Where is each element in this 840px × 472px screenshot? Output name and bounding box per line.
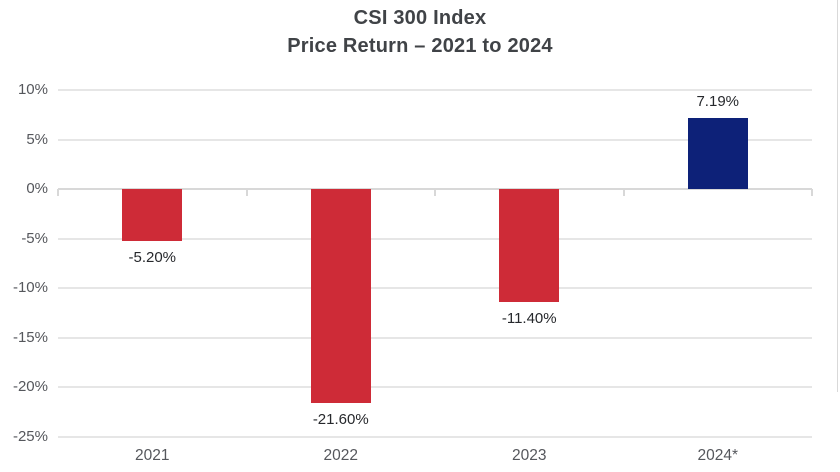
y-axis-tick-label: -25% bbox=[12, 428, 48, 445]
bar-2024* bbox=[687, 117, 748, 190]
gridline bbox=[58, 386, 812, 389]
zero-axis-tick bbox=[245, 189, 248, 197]
right-border bbox=[837, 0, 838, 392]
y-axis-tick-label: -15% bbox=[12, 328, 48, 346]
gridline bbox=[58, 237, 812, 240]
gridline bbox=[58, 336, 812, 339]
bar-2022 bbox=[310, 189, 371, 404]
zero-axis-tick bbox=[811, 189, 813, 197]
y-axis-tick-label: -10% bbox=[12, 279, 48, 297]
gridline bbox=[58, 138, 812, 141]
y-axis-tick-label: 0% bbox=[26, 180, 48, 198]
y-axis-tick-label: 10% bbox=[17, 81, 48, 98]
bar-value-label: -21.60% bbox=[312, 411, 369, 429]
gridline bbox=[58, 287, 812, 290]
chart-title-line2: Price Return – 2021 to 2024 bbox=[287, 35, 553, 57]
zero-axis-tick bbox=[434, 189, 436, 197]
bar-value-label: -5.20% bbox=[128, 248, 177, 266]
x-axis-tick-label: 2022 bbox=[323, 447, 358, 464]
bar-2021 bbox=[122, 189, 183, 241]
bar-value-label: 7.19% bbox=[696, 92, 740, 110]
x-axis-tick-label: 2024* bbox=[697, 447, 738, 464]
y-axis-tick-label: -5% bbox=[21, 229, 48, 247]
chart-title-line1: CSI 300 Index bbox=[353, 7, 487, 29]
bar-2023 bbox=[499, 189, 560, 303]
gridline bbox=[58, 436, 812, 438]
y-axis-tick-label: 5% bbox=[26, 130, 48, 148]
bar-value-label: -11.40% bbox=[501, 310, 557, 328]
zero-axis-tick bbox=[57, 189, 59, 197]
x-axis-tick-label: 2023 bbox=[512, 447, 547, 464]
chart-title: CSI 300 Index Price Return – 2021 to 202… bbox=[0, 4, 840, 60]
gridline bbox=[58, 89, 812, 91]
x-axis-tick-label: 2021 bbox=[135, 447, 170, 464]
zero-axis-tick bbox=[622, 189, 625, 197]
y-axis-tick-label: -20% bbox=[12, 378, 48, 396]
